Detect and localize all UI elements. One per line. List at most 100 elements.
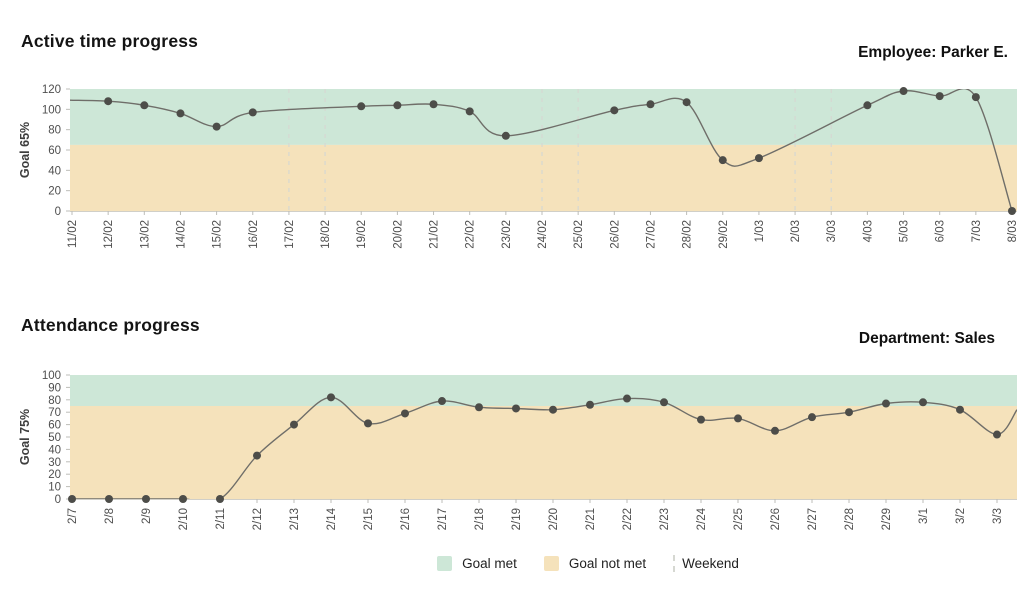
y-tick-label: 40	[48, 444, 61, 456]
x-tick-label: 2/12	[252, 508, 264, 530]
x-tick-label: 2/7	[67, 508, 79, 524]
x-tick-label: 24/02	[537, 220, 549, 249]
data-point[interactable]	[176, 109, 185, 118]
data-point[interactable]	[610, 106, 619, 115]
data-point[interactable]	[438, 397, 446, 406]
data-point[interactable]	[863, 101, 872, 110]
x-tick-label: 16/02	[248, 220, 260, 249]
x-tick-label: 13/02	[139, 220, 151, 249]
x-tick-label: 2/16	[400, 508, 412, 530]
goal-not-met-zone	[70, 406, 1017, 499]
data-point[interactable]	[971, 93, 980, 102]
data-point[interactable]	[142, 495, 150, 503]
y-tick-label: 100	[42, 370, 61, 382]
data-point[interactable]	[357, 102, 366, 111]
x-tick-label: 18/02	[320, 220, 332, 249]
data-point[interactable]	[623, 394, 631, 403]
y-axis-goal-label: Goal 65%	[18, 122, 32, 178]
data-point[interactable]	[212, 122, 221, 131]
x-tick-label: 4/03	[862, 220, 874, 242]
legend-label-weekend: Weekend	[682, 556, 739, 571]
y-tick-label: 60	[48, 145, 61, 157]
data-point[interactable]	[899, 87, 908, 96]
data-point[interactable]	[140, 101, 149, 110]
data-point[interactable]	[845, 408, 853, 417]
x-tick-label: 7/03	[971, 220, 983, 242]
y-tick-label: 80	[48, 395, 61, 407]
x-tick-label: 6/03	[935, 220, 947, 242]
data-point[interactable]	[771, 426, 779, 435]
x-tick-label: 2/26	[770, 508, 782, 530]
legend-item-weekend: Weekend	[673, 555, 739, 572]
x-tick-label: 3/2	[955, 508, 967, 524]
data-point[interactable]	[179, 495, 187, 503]
data-point[interactable]	[882, 399, 890, 408]
x-tick-label: 2/8	[104, 508, 116, 524]
data-point[interactable]	[104, 97, 113, 106]
data-point[interactable]	[646, 100, 655, 109]
active-time-chart-canvas[interactable]: 0 20 40 60 80 100 120 Goal 65% 11/02 12/02 13/02 14…	[0, 75, 1020, 267]
data-point[interactable]	[660, 398, 668, 407]
data-point[interactable]	[248, 108, 257, 117]
x-tick-label: 2/19	[511, 508, 523, 530]
x-tick-label: 14/02	[176, 220, 188, 249]
data-point[interactable]	[512, 404, 520, 413]
x-tick-label: 2/21	[585, 508, 597, 530]
data-point[interactable]	[1008, 207, 1016, 215]
y-axis-goal-label: Goal 75%	[18, 409, 32, 465]
x-tick-label: 2/15	[363, 508, 375, 530]
data-point[interactable]	[393, 101, 402, 110]
data-point[interactable]	[253, 451, 261, 460]
x-tick-label: 2/24	[696, 507, 708, 530]
data-point[interactable]	[734, 414, 742, 423]
x-tick-label: 5/03	[899, 220, 911, 242]
y-tick-label: 70	[48, 407, 61, 419]
x-tick-label: 12/02	[103, 220, 115, 249]
data-point[interactable]	[993, 430, 1001, 439]
x-tick-label: 1/03	[754, 220, 766, 242]
x-tick-label: 3/3	[992, 508, 1004, 524]
goal-met-zone	[70, 89, 1017, 145]
x-tick-label: 2/22	[622, 508, 634, 530]
goal-not-met-swatch	[543, 556, 559, 571]
x-tick-label: 15/02	[212, 220, 224, 249]
data-point[interactable]	[364, 419, 372, 428]
data-point[interactable]	[68, 495, 76, 503]
data-point[interactable]	[808, 413, 816, 422]
data-point[interactable]	[956, 405, 964, 414]
data-point[interactable]	[697, 415, 705, 424]
data-point[interactable]	[401, 409, 409, 418]
data-point[interactable]	[501, 131, 510, 140]
data-point[interactable]	[216, 495, 224, 503]
x-tick-label: 2/9	[141, 508, 153, 524]
x-tick-label: 2/20	[548, 508, 560, 530]
y-tick-label: 100	[42, 104, 61, 116]
data-point[interactable]	[105, 495, 113, 503]
x-tick-label: 3/03	[826, 220, 838, 242]
y-tick-label: 90	[48, 382, 61, 394]
data-point[interactable]	[935, 92, 944, 101]
goal-met-swatch	[437, 556, 453, 571]
data-point[interactable]	[475, 403, 483, 412]
legend-item-goal-met: Goal met	[437, 556, 517, 571]
x-tick-label: 23/02	[501, 220, 513, 249]
data-point[interactable]	[718, 156, 727, 165]
data-point[interactable]	[682, 98, 691, 107]
data-point[interactable]	[429, 100, 438, 109]
data-point[interactable]	[290, 420, 298, 429]
data-point[interactable]	[549, 405, 557, 414]
legend-item-goal-not-met: Goal not met	[543, 556, 647, 571]
goal-met-zone	[70, 375, 1017, 406]
legend-label-goal-not-met: Goal not met	[568, 556, 647, 571]
y-tick-label: 80	[48, 125, 61, 137]
x-tick-label: 2/29	[881, 508, 893, 530]
data-point[interactable]	[586, 400, 594, 409]
data-point[interactable]	[919, 398, 927, 407]
data-point[interactable]	[754, 154, 763, 163]
x-tick-label: 2/23	[659, 508, 671, 530]
x-tick-label: 29/02	[718, 220, 730, 249]
x-tick-label: 20/02	[392, 220, 404, 249]
data-point[interactable]	[465, 107, 474, 116]
data-point[interactable]	[327, 393, 335, 402]
